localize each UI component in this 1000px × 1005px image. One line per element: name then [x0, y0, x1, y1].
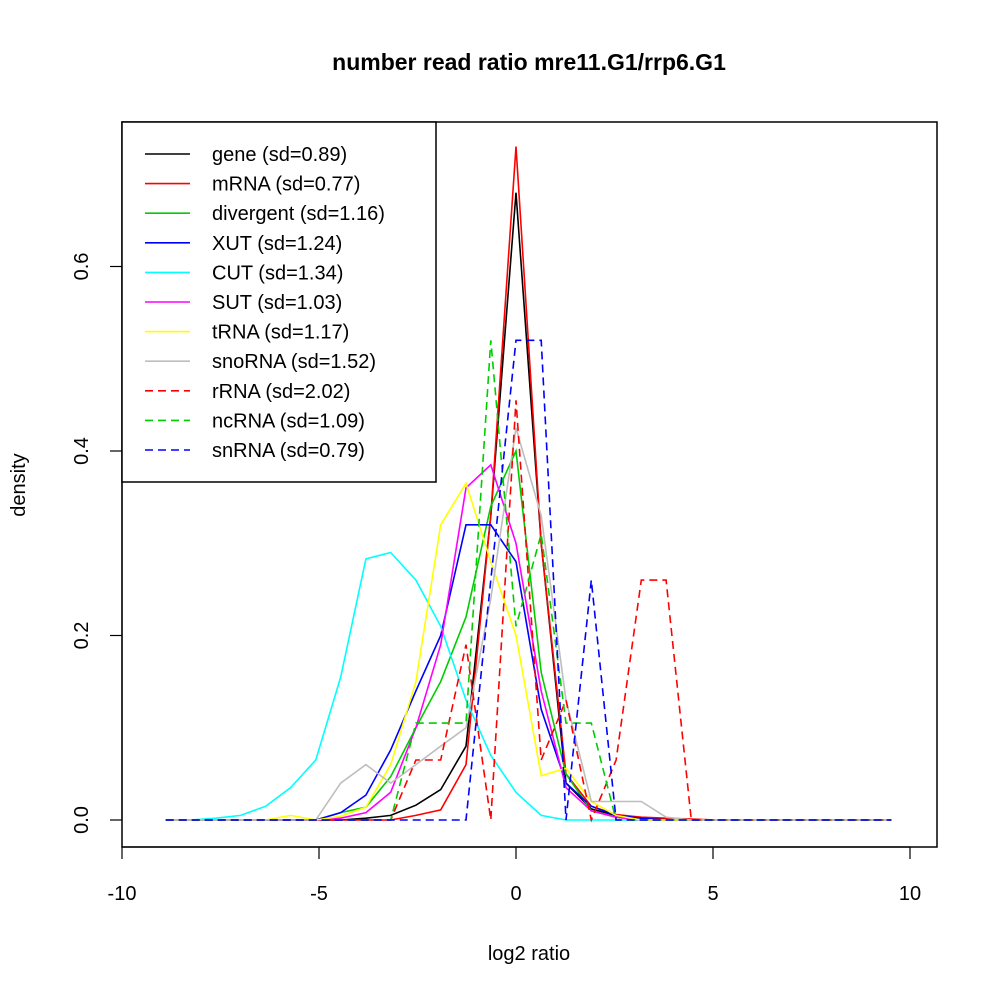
legend-label: CUT (sd=1.34)	[212, 262, 343, 284]
y-tick-label: 0.2	[71, 622, 93, 650]
series-line-5	[165, 463, 892, 821]
series-line-7	[165, 427, 892, 821]
series-line-4	[165, 551, 892, 821]
x-tick-label: -5	[310, 883, 328, 905]
x-tick-label: 10	[899, 883, 921, 905]
y-tick-label: 0.4	[71, 437, 93, 465]
x-axis-label: log2 ratio	[488, 943, 570, 965]
x-axis: -10 -5 0 5 10	[108, 846, 921, 905]
x-tick-label: -10	[108, 883, 137, 905]
legend-label: gene (sd=0.89)	[212, 144, 347, 166]
legend-label: rRNA (sd=2.02)	[212, 381, 350, 403]
y-axis-label: density	[8, 453, 30, 516]
legend: gene (sd=0.89) mRNA (sd=0.77) divergent (s…	[121, 121, 437, 483]
x-tick-label: 0	[510, 883, 521, 905]
legend-label: SUT (sd=1.03)	[212, 292, 342, 314]
legend-label: snoRNA (sd=1.52)	[212, 351, 376, 373]
legend-label: mRNA (sd=0.77)	[212, 174, 360, 196]
y-tick-label: 0.0	[71, 806, 93, 834]
series-layer	[165, 146, 892, 823]
legend-label: snRNA (sd=0.79)	[212, 440, 365, 462]
x-tick-label: 5	[707, 883, 718, 905]
y-tick-label: 0.6	[71, 253, 93, 281]
series-line-10	[165, 339, 892, 821]
chart-title: number read ratio mre11.G1/rrp6.G1	[332, 49, 726, 75]
legend-label: ncRNA (sd=1.09)	[212, 410, 365, 432]
legend-label: divergent (sd=1.16)	[212, 203, 385, 225]
y-axis: 0.0 0.2 0.4 0.6	[71, 253, 123, 834]
series-line-6	[165, 481, 892, 821]
legend-label: tRNA (sd=1.17)	[212, 322, 349, 344]
legend-label: XUT (sd=1.24)	[212, 233, 342, 255]
